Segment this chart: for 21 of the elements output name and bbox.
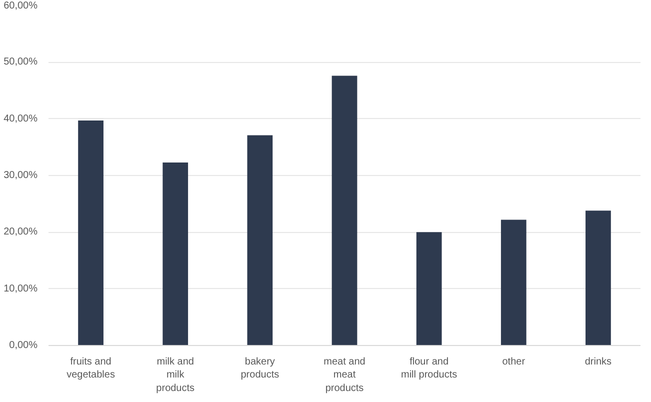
y-tick-label: 30,00% bbox=[4, 170, 38, 181]
y-tick-label: 20,00% bbox=[4, 226, 38, 238]
x-tick-label: drinks bbox=[584, 356, 612, 368]
x-tick-label: flour and mill products bbox=[401, 356, 458, 381]
x-tick-label: meat and meat products bbox=[324, 356, 366, 394]
x-tick-label: fruits and vegetables bbox=[66, 356, 115, 381]
bar bbox=[500, 220, 526, 346]
bar bbox=[162, 162, 188, 346]
y-tick-label: 0,00% bbox=[9, 340, 38, 351]
y-tick-label: 50,00% bbox=[4, 56, 38, 68]
y-tick-label: 40,00% bbox=[4, 113, 38, 124]
y-tick-label: 60,00% bbox=[4, 0, 38, 12]
y-tick-label: 10,00% bbox=[4, 283, 38, 294]
x-tick-label: milk and milk products bbox=[156, 356, 195, 394]
bar bbox=[416, 232, 442, 346]
bar bbox=[247, 135, 273, 346]
bar bbox=[78, 120, 104, 346]
x-tick-label: bakery products bbox=[240, 356, 280, 381]
bar bbox=[586, 210, 611, 346]
bar bbox=[332, 76, 358, 346]
x-tick-label: other bbox=[502, 356, 526, 368]
